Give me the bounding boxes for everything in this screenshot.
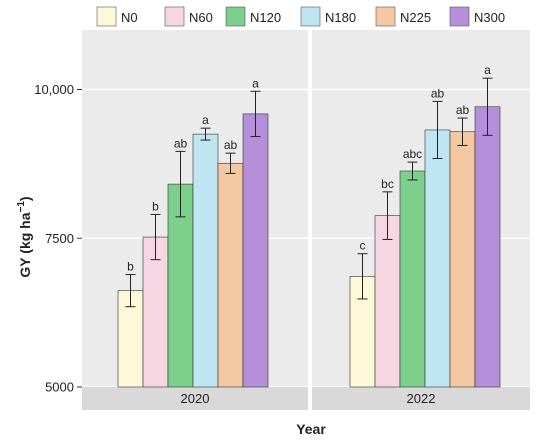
legend: N0 N60 N120 N180 N225 N300: [96, 6, 505, 27]
bar: [424, 129, 451, 388]
legend-label: N300: [474, 10, 505, 25]
y-axis-title: GY (kg ha−1): [16, 196, 33, 277]
bar: [142, 236, 169, 388]
bar: [242, 113, 269, 388]
significance-label: a: [252, 76, 259, 90]
legend-key: [96, 6, 117, 27]
y-tick-label: 5000: [45, 380, 74, 395]
bar: [399, 170, 426, 388]
significance-label: ab: [174, 136, 188, 150]
facet-label: 2020: [181, 391, 210, 406]
facet-strip: [82, 387, 308, 410]
legend-label: N180: [325, 10, 356, 25]
bar: [217, 162, 244, 388]
significance-label: a: [484, 63, 491, 77]
legend-label: N60: [189, 10, 213, 25]
legend-key: [449, 6, 470, 27]
significance-label: bc: [381, 177, 394, 191]
significance-label: a: [202, 113, 209, 127]
significance-label: b: [127, 260, 134, 274]
significance-label: ab: [431, 86, 445, 100]
significance-label: c: [360, 239, 366, 253]
facet-strip: [312, 387, 530, 410]
y-axis-title-main: GY (kg ha: [17, 212, 33, 277]
bar: [474, 106, 501, 388]
legend-label: N0: [121, 10, 138, 25]
bar: [449, 131, 476, 388]
y-tick-label: 7500: [45, 231, 74, 246]
y-axis-title-sup: −1: [16, 201, 27, 213]
facet-label: 2022: [407, 391, 436, 406]
legend-key: [225, 6, 246, 27]
bar: [374, 215, 401, 388]
significance-label: ab: [456, 103, 470, 117]
y-tick-label: 10,000: [34, 82, 74, 97]
y-axis-title-close: ): [17, 196, 33, 201]
legend-key: [300, 6, 321, 27]
legend-label: N120: [250, 10, 281, 25]
x-axis-title: Year: [296, 421, 326, 437]
bar: [192, 133, 219, 388]
legend-key: [375, 6, 396, 27]
y-axis: 5000 7500 10,000: [34, 82, 82, 395]
legend-key: [164, 6, 185, 27]
legend-label: N225: [400, 10, 431, 25]
significance-label: b: [152, 199, 159, 213]
significance-label: abc: [403, 147, 422, 161]
significance-label: ab: [224, 138, 238, 152]
